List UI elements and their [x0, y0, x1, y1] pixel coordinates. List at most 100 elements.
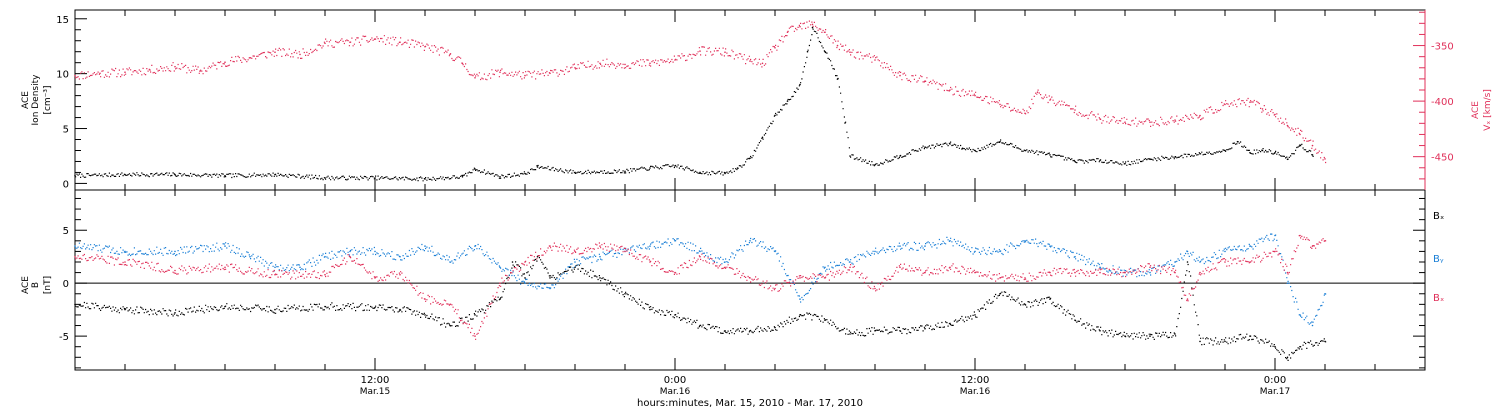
data-point — [774, 326, 776, 329]
top-panel-frame — [74, 9, 1426, 191]
data-point — [399, 255, 401, 258]
data-point — [1036, 91, 1039, 93]
data-point — [1311, 245, 1314, 247]
data-point — [1224, 261, 1226, 263]
data-point — [174, 173, 176, 176]
data-point — [1074, 271, 1076, 274]
data-point — [74, 303, 76, 306]
data-point — [874, 250, 876, 253]
data-point — [174, 65, 176, 68]
density-tick-label: 5 — [63, 125, 69, 136]
vx-tick-label: -450 — [1431, 153, 1454, 164]
data-point — [924, 80, 926, 82]
legend-bx: Bₓ — [1433, 211, 1444, 222]
data-point — [399, 273, 401, 276]
data-point — [499, 282, 501, 285]
data-point — [499, 298, 501, 300]
data-point — [806, 50, 809, 53]
data-point — [849, 266, 851, 269]
data-point — [499, 71, 501, 73]
data-point — [461, 176, 464, 178]
data-point — [924, 271, 926, 274]
x-tick-sublabel: Mar.15 — [360, 387, 390, 397]
density-tick-label: 0 — [63, 179, 69, 190]
data-point — [1249, 151, 1251, 154]
data-point — [1324, 158, 1326, 160]
top-panel-series — [74, 20, 1327, 182]
data-point — [1049, 271, 1051, 274]
data-point — [811, 26, 814, 29]
data-point — [624, 170, 626, 173]
data-point — [1149, 335, 1151, 337]
data-point — [974, 149, 976, 152]
data-point — [174, 269, 176, 272]
data-point — [349, 250, 351, 253]
data-point — [424, 178, 426, 180]
data-point — [974, 271, 976, 274]
data-point — [1224, 103, 1226, 106]
data-point — [824, 31, 826, 33]
data-point — [461, 62, 464, 65]
data-point — [1299, 314, 1301, 316]
b-tick-label: 0 — [63, 279, 69, 290]
data-point — [961, 147, 964, 150]
data-point — [1174, 271, 1176, 274]
data-point — [1186, 250, 1189, 253]
data-point — [74, 245, 76, 247]
data-point — [824, 50, 826, 53]
data-point — [249, 255, 251, 258]
data-point — [924, 146, 926, 148]
data-point — [474, 335, 476, 337]
data-point — [749, 240, 751, 242]
data-point — [1124, 162, 1126, 165]
data-point — [724, 266, 726, 269]
data-point — [1324, 340, 1326, 343]
data-point — [249, 57, 251, 59]
data-point — [1049, 245, 1051, 247]
data-point — [786, 100, 789, 102]
data-point — [974, 94, 976, 97]
data-point — [424, 314, 426, 316]
data-point — [874, 330, 876, 332]
data-point — [124, 308, 126, 311]
data-point — [799, 277, 801, 279]
data-point — [499, 266, 501, 269]
x-tick-label: 0:00 — [664, 375, 686, 386]
data-point — [1024, 277, 1026, 279]
data-point — [649, 308, 651, 311]
data-point — [99, 72, 101, 75]
x-axis-title: hours:minutes, Mar. 15, 2010 - Mar. 17, … — [637, 398, 863, 409]
data-point — [374, 177, 376, 179]
data-point — [799, 25, 801, 28]
data-point — [749, 60, 751, 62]
series-trace — [75, 20, 1327, 164]
data-point — [1199, 271, 1201, 274]
data-point — [1124, 335, 1126, 337]
density-label-line3: [cm⁻³] — [43, 85, 53, 114]
data-point — [949, 266, 951, 269]
data-point — [574, 67, 576, 69]
density-tick-label: 10 — [56, 70, 69, 81]
data-point — [949, 322, 951, 325]
data-point — [749, 277, 751, 279]
data-point — [949, 143, 951, 145]
x-tick-label: 12:00 — [961, 375, 990, 386]
data-point — [649, 261, 651, 263]
data-point — [1049, 298, 1051, 300]
data-point — [1074, 255, 1076, 258]
data-point — [1149, 266, 1151, 269]
data-point — [674, 59, 676, 61]
data-point — [199, 70, 201, 72]
data-point — [1074, 109, 1076, 111]
density-label-line1: ACE — [21, 91, 31, 109]
data-point — [811, 23, 814, 26]
data-point — [899, 74, 901, 77]
data-point — [724, 51, 726, 53]
b-tick-label: 5 — [63, 226, 69, 237]
data-point — [786, 31, 789, 33]
series-bx — [74, 255, 1327, 361]
data-point — [1199, 261, 1201, 263]
data-point — [724, 261, 726, 263]
data-point — [499, 176, 501, 178]
